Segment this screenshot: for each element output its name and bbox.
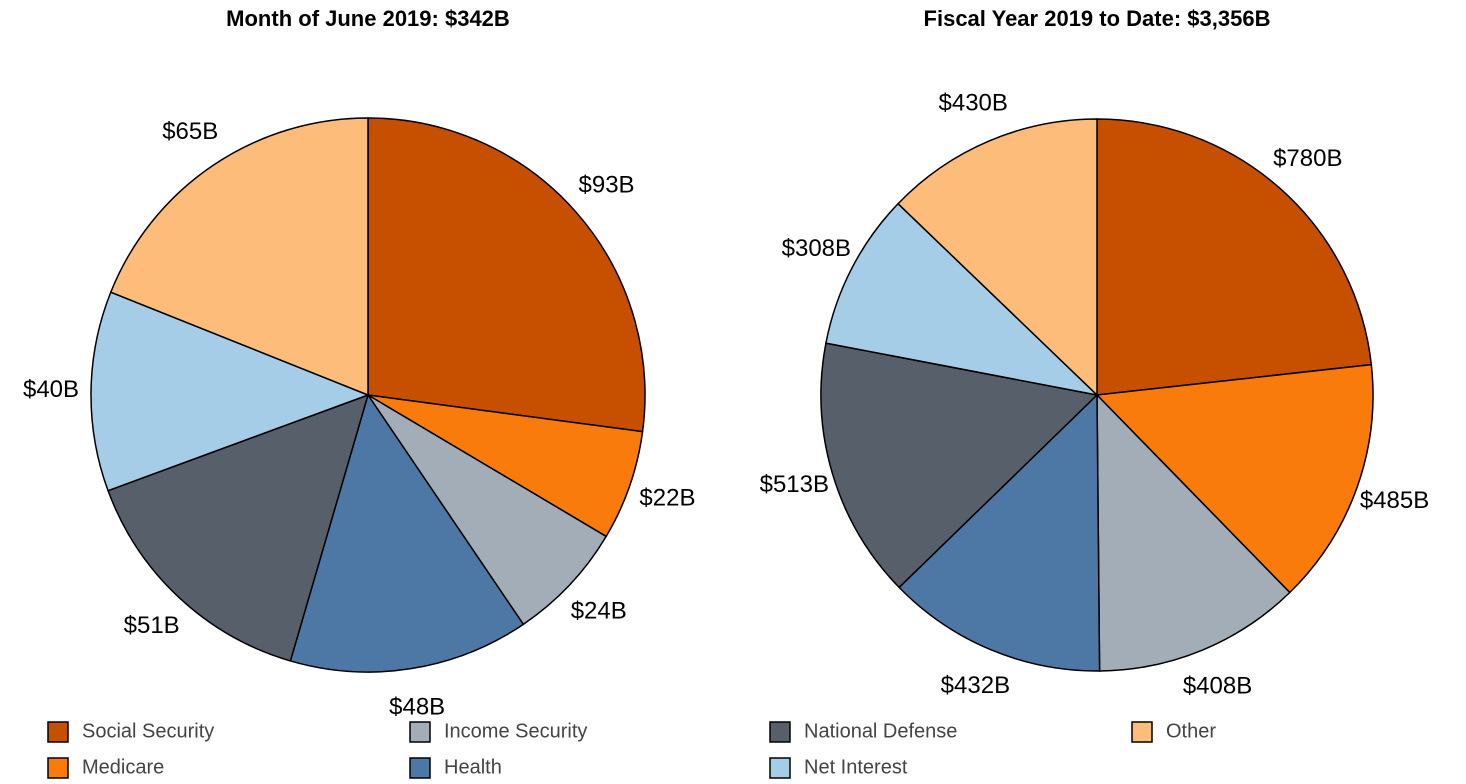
pie-slice (898, 393, 1101, 672)
value-label: $93B (579, 172, 635, 199)
value-label: $485B (1360, 487, 1429, 514)
value-label: $513B (760, 471, 829, 498)
value-label: $308B (782, 235, 851, 262)
pie-slice (367, 117, 646, 433)
pie-slice (1095, 363, 1374, 594)
legend-label: Net Interest (804, 756, 908, 778)
value-label: $780B (1273, 145, 1342, 172)
legend-swatch (1131, 721, 1153, 743)
pie-slice (367, 394, 608, 626)
legend-label: Medicare (82, 756, 164, 778)
legend-swatch (769, 757, 791, 779)
value-label: $22B (639, 484, 695, 511)
value-label: $408B (1183, 672, 1252, 699)
pie-slice (1096, 118, 1373, 396)
legend-label: National Defense (804, 720, 957, 742)
pie-slice (820, 342, 1099, 589)
pie-slice (825, 202, 1100, 397)
chart-title: Fiscal Year 2019 to Date: $3,356B (924, 6, 1271, 31)
pie-slice (896, 118, 1098, 397)
value-label: $432B (941, 672, 1010, 699)
chart-title: Month of June 2019: $342B (226, 6, 510, 31)
pie-slice (107, 393, 370, 662)
value-label: $24B (571, 598, 627, 625)
pie-slice (109, 117, 369, 397)
value-label: $65B (162, 118, 218, 145)
value-label: $51B (124, 612, 180, 639)
legend-label: Income Security (444, 720, 587, 742)
legend-swatch (47, 721, 69, 743)
legend-label: Health (444, 756, 502, 778)
legend-swatch (409, 721, 431, 743)
pie-slice (367, 394, 644, 538)
value-label: $40B (23, 376, 79, 403)
legend-label: Social Security (82, 720, 214, 742)
pie-slice (1096, 393, 1291, 672)
legend-swatch (47, 757, 69, 779)
value-label: $48B (389, 694, 445, 721)
pie-slice (90, 291, 371, 492)
pie-slice (289, 393, 525, 673)
value-label: $430B (939, 90, 1008, 117)
legend-label: Other (1166, 720, 1216, 742)
legend-swatch (769, 721, 791, 743)
legend-swatch (409, 757, 431, 779)
